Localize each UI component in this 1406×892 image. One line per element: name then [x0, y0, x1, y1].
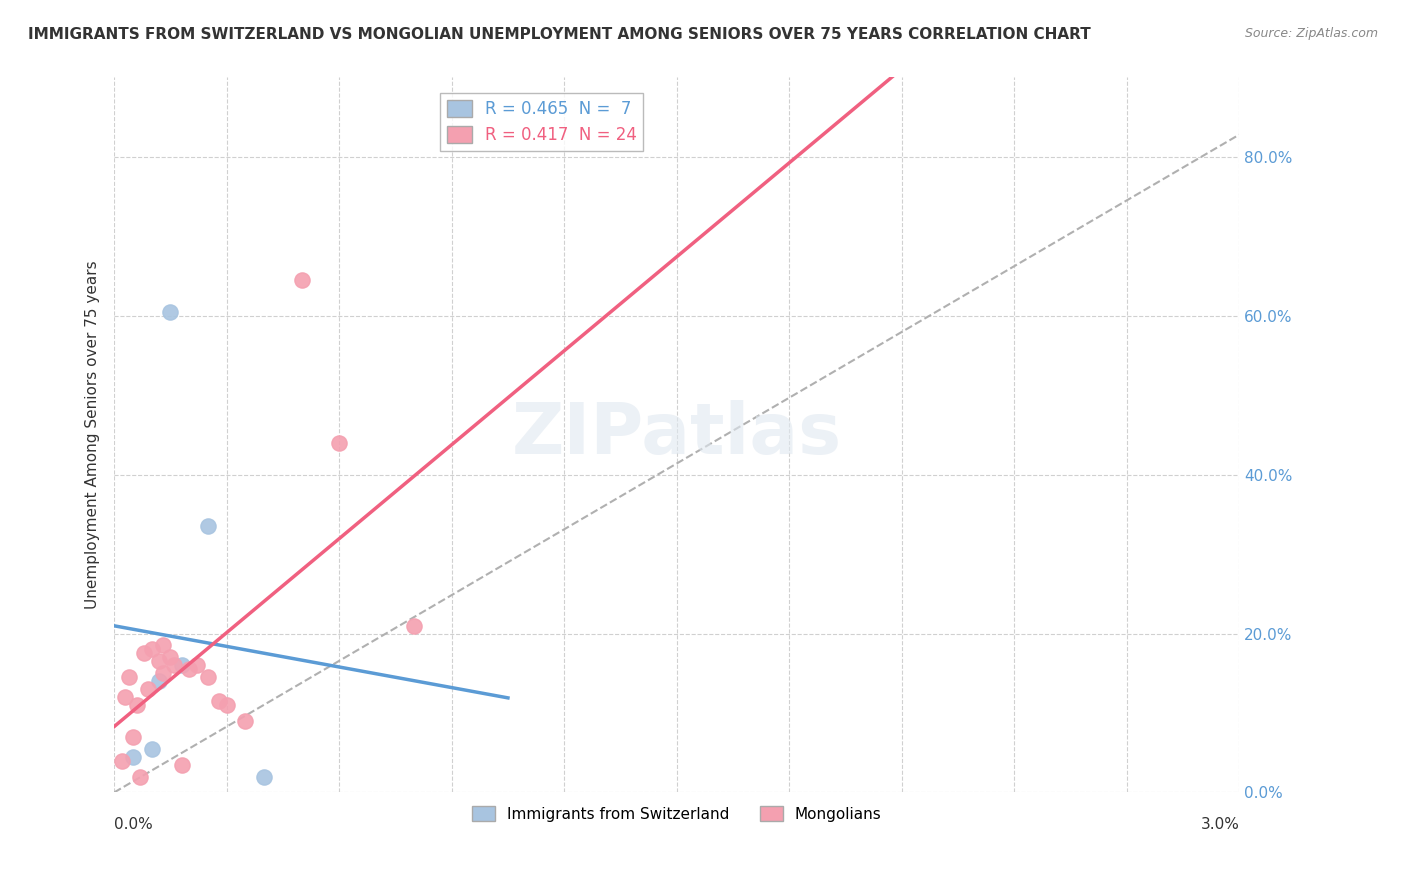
Legend: Immigrants from Switzerland, Mongolians: Immigrants from Switzerland, Mongolians	[465, 799, 887, 828]
Point	[134, 646, 156, 660]
Point	[152, 639, 174, 653]
Point	[148, 654, 170, 668]
Point	[253, 770, 276, 784]
Text: 0.0%: 0.0%	[114, 817, 153, 832]
Point	[129, 770, 152, 784]
Point	[159, 305, 181, 319]
Point	[197, 670, 219, 684]
Point	[118, 670, 141, 684]
Text: IMMIGRANTS FROM SWITZERLAND VS MONGOLIAN UNEMPLOYMENT AMONG SENIORS OVER 75 YEAR: IMMIGRANTS FROM SWITZERLAND VS MONGOLIAN…	[28, 27, 1091, 42]
Point	[163, 658, 186, 673]
Point	[186, 658, 208, 673]
Point	[148, 674, 170, 689]
Point	[111, 754, 134, 768]
Point	[404, 618, 426, 632]
Point	[291, 273, 314, 287]
Point	[141, 741, 163, 756]
Point	[170, 658, 193, 673]
Point	[125, 698, 148, 712]
Point	[208, 694, 231, 708]
Point	[215, 698, 238, 712]
Point	[179, 662, 201, 676]
Point	[159, 650, 181, 665]
Point	[141, 642, 163, 657]
Text: ZIPatlas: ZIPatlas	[512, 401, 842, 469]
Point	[152, 666, 174, 681]
Point	[170, 757, 193, 772]
Point	[122, 730, 145, 744]
Point	[122, 749, 145, 764]
Point	[114, 690, 136, 704]
Text: 3.0%: 3.0%	[1201, 817, 1239, 832]
Point	[136, 682, 159, 697]
Point	[197, 519, 219, 533]
Text: Source: ZipAtlas.com: Source: ZipAtlas.com	[1244, 27, 1378, 40]
Point	[235, 714, 257, 728]
Point	[328, 435, 350, 450]
Y-axis label: Unemployment Among Seniors over 75 years: Unemployment Among Seniors over 75 years	[86, 260, 100, 609]
